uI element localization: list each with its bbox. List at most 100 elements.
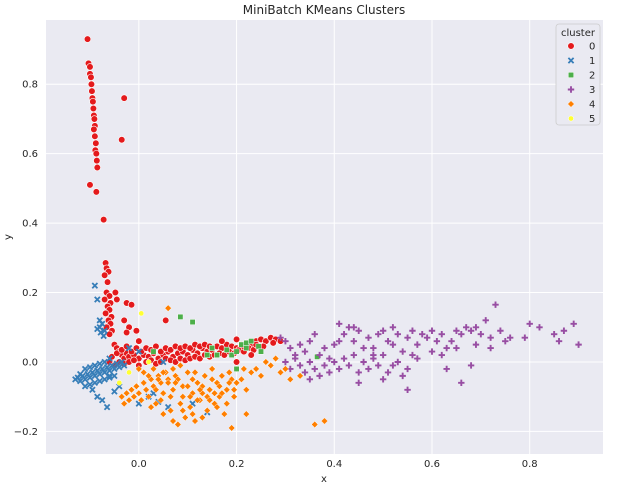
- data-point: [326, 355, 333, 362]
- data-point: [271, 354, 280, 363]
- data-point: [193, 396, 202, 404]
- data-point: [218, 372, 226, 380]
- data-point: [228, 352, 235, 358]
- legend-marker: [568, 72, 574, 78]
- data-point: [111, 388, 118, 395]
- data-point: [179, 406, 187, 415]
- data-point: [394, 331, 401, 338]
- legend-label: 0: [589, 42, 595, 53]
- data-point: [560, 327, 568, 334]
- data-point: [91, 282, 99, 289]
- legend-marker: [567, 86, 575, 93]
- data-point: [331, 358, 338, 366]
- data-point: [389, 324, 397, 331]
- data-point: [181, 413, 189, 422]
- data-point: [428, 348, 436, 355]
- data-point: [76, 377, 84, 385]
- data-point: [213, 403, 221, 411]
- data-point: [306, 358, 314, 366]
- data-point: [88, 87, 96, 95]
- data-point: [132, 382, 141, 390]
- series-4: [118, 304, 329, 432]
- data-point: [191, 368, 199, 377]
- data-point: [575, 341, 582, 348]
- data-point: [399, 372, 406, 380]
- data-point: [83, 35, 92, 43]
- data-point: [230, 393, 238, 401]
- data-point: [91, 132, 99, 140]
- data-point: [120, 316, 128, 324]
- data-point: [76, 370, 84, 378]
- data-point: [94, 296, 101, 303]
- data-point: [399, 348, 406, 355]
- data-point: [258, 348, 264, 355]
- data-point: [502, 337, 509, 345]
- data-point: [225, 368, 233, 377]
- data-point: [277, 334, 284, 341]
- data-point: [125, 344, 133, 352]
- data-point: [159, 389, 167, 397]
- series-3: [277, 301, 582, 393]
- data-point: [360, 344, 367, 352]
- data-point: [555, 337, 563, 345]
- data-point: [409, 327, 416, 334]
- data-point: [101, 295, 109, 304]
- data-point: [106, 372, 113, 380]
- data-point: [91, 362, 99, 369]
- data-point: [550, 331, 558, 338]
- data-point: [111, 372, 118, 380]
- data-point: [448, 337, 455, 345]
- legend: cluster 0 1 2 3 4 5: [555, 23, 601, 126]
- data-point: [157, 347, 165, 356]
- data-point: [487, 334, 494, 341]
- data-point: [428, 327, 436, 334]
- data-point: [355, 379, 362, 387]
- data-point: [176, 400, 185, 408]
- data-point: [116, 363, 123, 371]
- data-point: [169, 417, 177, 425]
- data-point: [92, 188, 100, 196]
- data-point: [225, 379, 233, 387]
- data-point: [105, 292, 114, 300]
- data-point: [177, 313, 184, 320]
- data-point: [164, 379, 172, 387]
- data-point: [379, 351, 387, 359]
- data-point: [370, 355, 377, 362]
- legend-item-0: 0: [567, 42, 595, 53]
- y-tick-label: −0.2: [14, 427, 38, 438]
- data-point: [86, 374, 94, 381]
- data-point: [105, 330, 114, 338]
- data-point: [130, 393, 138, 401]
- data-point: [96, 377, 103, 385]
- data-point: [206, 386, 214, 394]
- y-tick-label: 0.0: [22, 357, 38, 368]
- data-point: [179, 393, 187, 401]
- data-point: [311, 420, 319, 429]
- data-point: [149, 365, 158, 373]
- data-point: [135, 389, 143, 397]
- data-point: [282, 337, 289, 345]
- data-point: [233, 365, 240, 372]
- data-point: [335, 337, 343, 345]
- data-point: [262, 358, 270, 366]
- data-point: [120, 400, 128, 408]
- data-point: [120, 362, 128, 369]
- x-tick-label: 0.0: [131, 459, 147, 470]
- y-tick-label: 0.4: [22, 219, 38, 230]
- data-point: [281, 365, 290, 373]
- data-point: [118, 136, 126, 144]
- data-point: [135, 337, 143, 345]
- data-point: [340, 355, 348, 362]
- data-point: [355, 327, 362, 334]
- data-point: [100, 332, 107, 340]
- data-point: [127, 386, 136, 394]
- data-point: [100, 216, 108, 224]
- data-point: [169, 386, 177, 394]
- data-point: [214, 352, 220, 358]
- data-point: [102, 309, 110, 317]
- x-tick-label: 0.4: [326, 459, 342, 470]
- data-point: [101, 327, 108, 334]
- legend-marker: [567, 42, 575, 50]
- data-point: [166, 406, 175, 415]
- series-5: [116, 310, 152, 386]
